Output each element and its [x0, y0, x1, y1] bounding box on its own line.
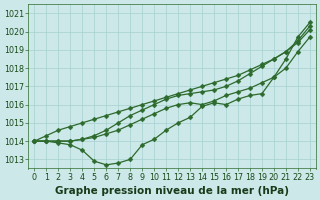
- X-axis label: Graphe pression niveau de la mer (hPa): Graphe pression niveau de la mer (hPa): [55, 186, 289, 196]
